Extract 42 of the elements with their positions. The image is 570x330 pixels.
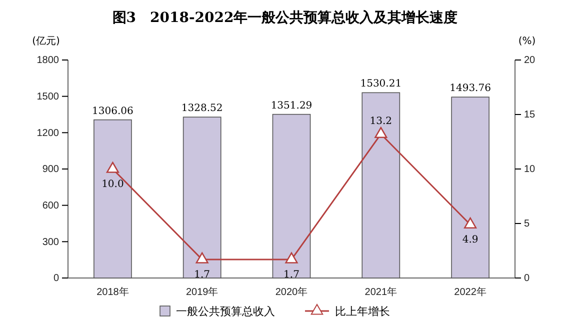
bar <box>182 116 222 278</box>
x-tick-label: 2021年 <box>364 286 398 298</box>
y-axis-title: (亿元) <box>32 36 60 47</box>
data-label: 13.2 <box>370 116 392 128</box>
y-tick-label: 300 <box>42 236 60 248</box>
chart-title: 图3 2018-2022年一般公共预算总收入及其增长速度 <box>112 9 458 26</box>
legend-label: 一般公共预算总收入 <box>176 305 275 318</box>
legend-label: 比上年增长 <box>335 305 390 318</box>
x-tick-label: 2019年 <box>186 286 218 298</box>
bar <box>272 114 311 278</box>
y2-tick-label: 0 <box>524 273 530 284</box>
x-tick-label: 2018年 <box>96 286 129 298</box>
data-label: 1328.52 <box>181 103 223 114</box>
data-label: 1530.21 <box>360 78 402 90</box>
data-label: 1493.76 <box>450 83 491 94</box>
y2-tick-label: 5 <box>524 218 530 230</box>
data-label: 10.0 <box>102 179 124 190</box>
y2-axis-title: (%) <box>518 36 536 47</box>
x-tick-label: 2022年 <box>454 286 486 298</box>
bar <box>362 92 400 278</box>
y-tick-label: 1200 <box>36 128 60 139</box>
data-label: 1.7 <box>284 269 300 280</box>
point <box>196 252 208 264</box>
x-tick-label: 2020年 <box>275 286 308 298</box>
bar <box>451 96 490 278</box>
y2-tick-label: 15 <box>524 110 536 121</box>
point <box>285 252 298 264</box>
point <box>464 217 477 228</box>
data-label: 1.7 <box>194 269 210 280</box>
y-tick-label: 600 <box>42 200 60 212</box>
y-tick-label: 900 <box>42 164 60 176</box>
point <box>374 126 388 138</box>
data-label: 4.9 <box>462 234 478 246</box>
y2-tick-label: 10 <box>524 164 536 176</box>
bar <box>94 119 132 278</box>
data-label: 1306.06 <box>92 106 134 117</box>
y-tick-label: 1500 <box>36 92 60 103</box>
data-label: 1351.29 <box>270 100 312 112</box>
y2-tick-label: 20 <box>524 55 536 66</box>
y-tick-label: 1800 <box>36 55 60 66</box>
point <box>106 162 119 173</box>
y-tick-label: 0 <box>53 273 60 284</box>
